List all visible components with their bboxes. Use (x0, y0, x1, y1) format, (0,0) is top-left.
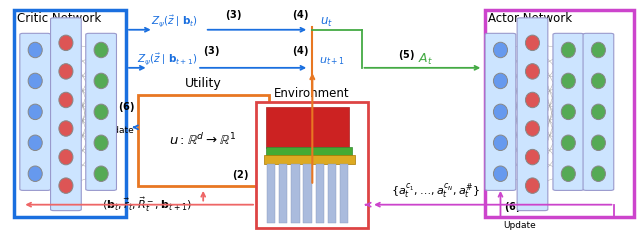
Ellipse shape (493, 135, 508, 151)
FancyBboxPatch shape (485, 33, 516, 190)
Ellipse shape (493, 42, 508, 58)
FancyBboxPatch shape (583, 33, 614, 190)
Ellipse shape (561, 73, 575, 89)
Bar (485, 10, 634, 217)
Bar (303, 164, 312, 223)
Text: $\mathbf{(4)}$: $\mathbf{(4)}$ (292, 8, 309, 22)
Text: Utility: Utility (185, 77, 221, 90)
Text: $\mathbf{(6)}$: $\mathbf{(6)}$ (504, 200, 520, 214)
Text: $\mathbf{(1)}$: $\mathbf{(1)}$ (488, 170, 504, 184)
FancyBboxPatch shape (86, 33, 116, 190)
Ellipse shape (94, 135, 108, 151)
Bar (328, 164, 336, 223)
Ellipse shape (525, 178, 540, 193)
Text: Environment: Environment (274, 87, 350, 100)
Ellipse shape (591, 42, 605, 58)
Bar (264, 155, 355, 164)
Ellipse shape (525, 92, 540, 108)
Bar (266, 147, 352, 156)
Ellipse shape (59, 121, 73, 136)
Text: $\mathbf{(5)}$: $\mathbf{(5)}$ (398, 48, 415, 62)
Text: $\mathbf{(3)}$: $\mathbf{(3)}$ (203, 44, 220, 58)
Ellipse shape (591, 73, 605, 89)
Bar (340, 164, 348, 223)
Ellipse shape (591, 166, 605, 181)
Text: $u_t$: $u_t$ (320, 16, 333, 29)
Ellipse shape (94, 104, 108, 119)
Text: $(\mathbf{b}_t, \vec{r}_t, \vec{R}_t^-, \mathbf{b}_{t+1})$: $(\mathbf{b}_t, \vec{r}_t, \vec{R}_t^-, … (102, 195, 192, 214)
Ellipse shape (94, 73, 108, 89)
FancyBboxPatch shape (553, 33, 584, 190)
Bar (266, 107, 349, 148)
Text: $\mathbf{(2)}$: $\mathbf{(2)}$ (232, 168, 248, 182)
Text: $\mathbf{(4)}$: $\mathbf{(4)}$ (292, 44, 309, 58)
Ellipse shape (561, 42, 575, 58)
Ellipse shape (59, 64, 73, 79)
Ellipse shape (561, 104, 575, 119)
Ellipse shape (591, 135, 605, 151)
Text: $\mathbf{(3)}$: $\mathbf{(3)}$ (225, 8, 242, 22)
Bar (267, 164, 275, 223)
Ellipse shape (525, 64, 540, 79)
Ellipse shape (561, 166, 575, 181)
Ellipse shape (59, 92, 73, 108)
Ellipse shape (94, 166, 108, 181)
Text: $\mathbf{(6)}$: $\mathbf{(6)}$ (118, 100, 134, 114)
Ellipse shape (59, 35, 73, 51)
Bar (138, 95, 269, 186)
Text: $u_{t+1}$: $u_{t+1}$ (319, 55, 344, 67)
Text: $Z_\psi(\vec{z}\mid\mathbf{b}_{t+1})$: $Z_\psi(\vec{z}\mid\mathbf{b}_{t+1})$ (138, 51, 198, 67)
Text: Update: Update (504, 221, 536, 230)
Ellipse shape (28, 166, 42, 181)
Ellipse shape (59, 178, 73, 193)
Bar (316, 164, 324, 223)
Ellipse shape (525, 121, 540, 136)
Ellipse shape (28, 104, 42, 119)
Ellipse shape (591, 104, 605, 119)
Text: $Z_\psi(\vec{z}\mid\mathbf{b}_t)$: $Z_\psi(\vec{z}\mid\mathbf{b}_t)$ (150, 13, 198, 29)
Bar (14, 10, 126, 217)
Ellipse shape (525, 35, 540, 51)
Ellipse shape (94, 42, 108, 58)
Ellipse shape (28, 42, 42, 58)
Ellipse shape (493, 166, 508, 181)
Ellipse shape (525, 149, 540, 165)
Bar (256, 102, 368, 228)
Bar (291, 164, 300, 223)
FancyBboxPatch shape (51, 18, 81, 211)
Text: $A_t$: $A_t$ (418, 52, 433, 67)
Ellipse shape (59, 149, 73, 165)
Text: $\{a_t^{c_1},\ldots,a_t^{c_N},a_t^\#\}$: $\{a_t^{c_1},\ldots,a_t^{c_N},a_t^\#\}$ (391, 182, 479, 201)
Bar (279, 164, 287, 223)
Ellipse shape (28, 73, 42, 89)
Text: Update: Update (102, 126, 134, 135)
Ellipse shape (561, 135, 575, 151)
Text: Critic Network: Critic Network (17, 12, 102, 25)
Text: $u:\mathbb{R}^d \rightarrow \mathbb{R}^1$: $u:\mathbb{R}^d \rightarrow \mathbb{R}^1… (170, 133, 237, 148)
FancyBboxPatch shape (517, 18, 548, 211)
Ellipse shape (493, 104, 508, 119)
Ellipse shape (493, 73, 508, 89)
FancyBboxPatch shape (20, 33, 51, 190)
Text: Actor Network: Actor Network (488, 12, 572, 25)
Ellipse shape (28, 135, 42, 151)
